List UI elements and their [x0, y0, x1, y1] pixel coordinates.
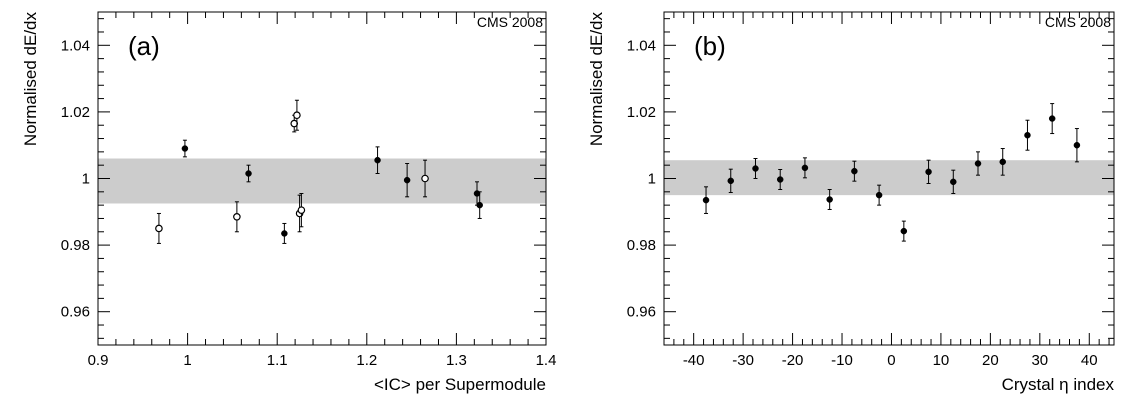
- x-tick-label: 1.4: [536, 352, 557, 369]
- data-point-filled: [999, 158, 1006, 166]
- data-point-filled: [476, 201, 483, 209]
- x-tick-label: 1.2: [356, 352, 377, 369]
- data-point-filled: [900, 227, 908, 235]
- y-tick-label: 1: [648, 171, 656, 188]
- data-point-filled: [245, 170, 252, 177]
- y-tick-label: 1.04: [61, 37, 90, 54]
- data-point-filled: [727, 177, 735, 185]
- data-point-open: [290, 119, 299, 128]
- data-point-filled: [974, 160, 982, 167]
- y-tick-label: 1.04: [627, 37, 656, 54]
- data-point-filled: [1048, 115, 1056, 122]
- y-tick-label: 1: [82, 171, 90, 188]
- x-tick-label: 1.3: [446, 352, 467, 369]
- data-point-filled: [1024, 131, 1031, 139]
- y-tick-label: 1.02: [627, 104, 656, 121]
- x-tick-label: 40: [1081, 352, 1098, 369]
- data-point-open: [297, 206, 306, 214]
- y-tick-label: 0.98: [627, 237, 656, 254]
- data-point-open: [155, 224, 163, 233]
- chart-panel-b: -40 -30 -20 -10 0 10 20 30 40 0.96 0.98 1 1.02 1.04 Cr…: [587, 11, 1115, 394]
- data-point-filled: [181, 145, 189, 152]
- data-point-filled: [702, 196, 710, 204]
- y-axis-title: Normalised dE/dx: [587, 12, 606, 147]
- y-tick-label: 1.02: [61, 104, 90, 121]
- x-axis-title: Crystal η index: [1002, 375, 1115, 394]
- x-tick-label: 1: [183, 352, 191, 369]
- x-tick-label: 20: [982, 352, 999, 369]
- y-tick-label: 0.98: [61, 237, 90, 254]
- experiment-label: CMS 2008: [477, 14, 543, 30]
- y-axis-title: Normalised dE/dx: [21, 12, 40, 147]
- x-tick-label: -20: [782, 352, 804, 369]
- y-tick-label: 0.96: [627, 304, 656, 321]
- data-point-filled: [875, 191, 883, 199]
- data-point-filled: [950, 178, 957, 186]
- data-point-filled: [851, 167, 858, 175]
- data-point-open: [233, 212, 241, 221]
- experiment-label: CMS 2008: [1045, 14, 1111, 30]
- data-point-open: [421, 174, 429, 183]
- x-tick-label: 1.1: [267, 352, 288, 369]
- y-tick-label: 0.96: [61, 304, 90, 321]
- data-point-filled: [925, 168, 932, 176]
- x-tick-label: -30: [732, 352, 754, 369]
- data-point-filled: [403, 176, 411, 184]
- chart-panel-a: 0.9 1 1.1 1.2 1.3 1.4 0.96 0.98 1 1.02 1.04 <IC> pe…: [21, 11, 557, 394]
- data-point-filled: [776, 176, 784, 183]
- x-tick-label: 10: [933, 352, 950, 369]
- x-tick-label: 0: [887, 352, 895, 369]
- x-tick-label: 0.9: [88, 352, 109, 369]
- data-point-filled: [281, 230, 288, 237]
- uncertainty-band: [664, 160, 1114, 196]
- x-axis-title: <IC> per Supermodule: [374, 375, 546, 394]
- x-tick-label: 30: [1031, 352, 1048, 369]
- data-point-filled: [1073, 141, 1081, 149]
- x-tick-label: -40: [683, 352, 705, 369]
- panel-label: (b): [694, 31, 726, 61]
- data-point-open: [293, 111, 301, 120]
- data-point-filled: [752, 165, 759, 172]
- data-point-filled: [374, 156, 381, 164]
- x-tick-label: -10: [831, 352, 853, 369]
- uncertainty-band: [98, 158, 546, 204]
- data-point-filled: [826, 196, 833, 203]
- panel-label: (a): [128, 31, 160, 61]
- data-point-filled: [801, 164, 809, 172]
